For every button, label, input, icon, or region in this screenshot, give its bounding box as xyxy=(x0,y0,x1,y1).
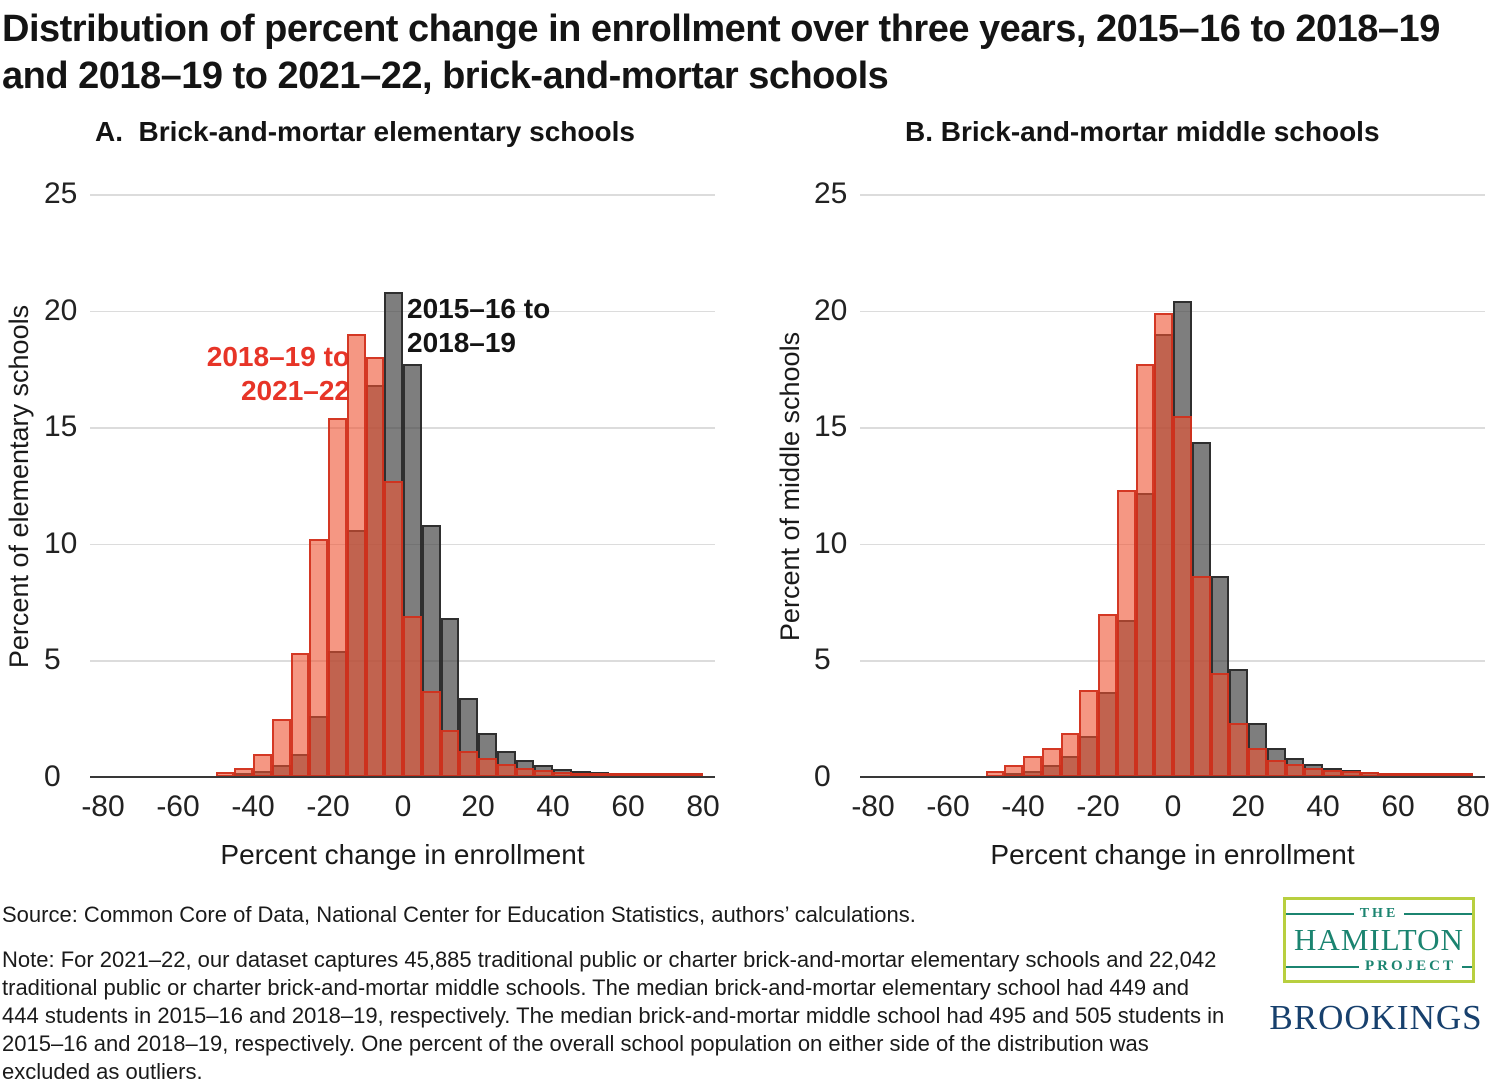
x-tick-label--60: -60 xyxy=(926,790,970,823)
bar-red-bin-20 xyxy=(1248,747,1267,777)
y-tick-label-10: 10 xyxy=(44,526,78,560)
series-layer-red xyxy=(90,194,715,777)
hamilton-logo-bottom-row: PROJECT xyxy=(1286,958,1472,975)
x-tick-label--60: -60 xyxy=(156,790,200,823)
bar-red-bin-0 xyxy=(1173,415,1192,777)
bar-red-bin--25 xyxy=(1079,689,1098,777)
bar-red-bin--35 xyxy=(1041,747,1061,777)
x-axis-line xyxy=(90,775,715,778)
hamilton-logo-name: HAMILTON xyxy=(1294,922,1464,957)
hamilton-logo-top-row: THE xyxy=(1286,906,1473,922)
x-tick-label-0: 0 xyxy=(1164,790,1182,823)
series-label-2015-16-to-2018-19: 2015–16 to 2018–19 xyxy=(407,292,550,360)
x-tick-label-20: 20 xyxy=(1231,790,1265,823)
bar-red-bin-20 xyxy=(478,758,497,777)
hamilton-rule-bottom-left xyxy=(1286,965,1359,968)
bar-red-bin-10 xyxy=(1210,673,1230,777)
bar-red-bin--20 xyxy=(1098,613,1117,777)
bar-red-bin-5 xyxy=(421,690,441,777)
x-tick-label--40: -40 xyxy=(1001,790,1045,823)
bar-red-bin-15 xyxy=(1229,723,1248,777)
x-tick-label--80: -80 xyxy=(851,790,895,823)
hamilton-logo-the: THE xyxy=(1359,906,1399,921)
y-tick-label-15: 15 xyxy=(44,410,78,444)
bar-red-bin--25 xyxy=(309,539,328,777)
bar-red-bin-5 xyxy=(1191,576,1211,777)
series-layer-red xyxy=(860,194,1485,777)
x-tick-label-40: 40 xyxy=(1306,790,1340,823)
y-tick-label-0: 0 xyxy=(814,760,831,793)
bar-red-bin--15 xyxy=(1116,490,1136,777)
bar-red-bin-0 xyxy=(403,616,422,777)
bar-red-bin--40 xyxy=(253,753,272,777)
brookings-logo: BROOKINGS xyxy=(1269,998,1483,1037)
bar-red-bin--35 xyxy=(271,718,291,777)
note-text: Note: For 2021–22, our dataset captures … xyxy=(2,947,1225,1084)
source-text: Source: Common Core of Data, National Ce… xyxy=(2,902,916,927)
bar-red-bin-25 xyxy=(1266,759,1286,777)
panel-b-x-axis-title: Percent change in enrollment xyxy=(990,839,1355,870)
y-tick-label-0: 0 xyxy=(44,760,61,793)
bar-red-bin-15 xyxy=(459,751,478,777)
x-tick-label-0: 0 xyxy=(394,790,412,823)
x-tick-label-60: 60 xyxy=(611,790,645,823)
y-tick-label-20: 20 xyxy=(44,293,78,327)
y-tick-label-15: 15 xyxy=(814,410,848,444)
y-tick-label-5: 5 xyxy=(44,643,61,677)
x-tick-label--40: -40 xyxy=(231,790,275,823)
x-tick-label-60: 60 xyxy=(1381,790,1415,823)
x-tick-label-80: 80 xyxy=(1456,790,1490,823)
hamilton-rule-right xyxy=(1404,913,1473,915)
y-tick-label-10: 10 xyxy=(814,526,848,560)
gridline-y-20 xyxy=(860,310,1485,313)
bar-red-bin-10 xyxy=(440,730,460,777)
hamilton-rule-bottom-right xyxy=(1462,965,1472,968)
hamilton-rule-left xyxy=(1286,913,1354,915)
y-tick-label-25: 25 xyxy=(814,177,848,210)
panel-a-plot-area xyxy=(90,194,715,778)
bar-red-bin--10 xyxy=(1135,364,1155,777)
gridline-y-25 xyxy=(90,194,715,196)
x-tick-label-40: 40 xyxy=(536,790,570,823)
y-tick-label-25: 25 xyxy=(44,177,78,210)
panel-b-title: B. Brick-and-mortar middle schools xyxy=(905,116,1380,147)
series-label-gray-line2: 2018–19 xyxy=(407,327,517,358)
y-tick-label-20: 20 xyxy=(814,293,848,327)
bar-red-bin--5 xyxy=(384,480,403,777)
bar-red-bin--40 xyxy=(1023,756,1042,777)
chart-title: Distribution of percent change in enroll… xyxy=(2,8,1440,97)
y-tick-label-5: 5 xyxy=(814,643,831,677)
bar-red-bin--30 xyxy=(290,653,310,777)
panel-a-y-axis-title: Percent of elementary schools xyxy=(4,304,34,669)
bar-red-bin--10 xyxy=(365,357,385,777)
series-label-gray-line1: 2015–16 to xyxy=(407,293,551,324)
x-tick-label-80: 80 xyxy=(686,790,720,823)
x-tick-label-20: 20 xyxy=(461,790,495,823)
panel-a-x-axis-title: Percent change in enrollment xyxy=(220,839,585,870)
hamilton-project-logo: THE HAMILTON PROJECT xyxy=(1283,897,1475,983)
series-label-red-line2: 2021–22 xyxy=(240,375,350,406)
gridline-y-25 xyxy=(860,194,1485,196)
series-label-2018-19-to-2021-22: 2018–19 to 2021–22 xyxy=(130,340,350,408)
x-tick-label--20: -20 xyxy=(1076,790,1120,823)
bar-red-bin--5 xyxy=(1154,312,1173,777)
x-tick-label--20: -20 xyxy=(306,790,350,823)
panel-a-title: A. Brick-and-mortar elementary schools xyxy=(95,116,635,147)
bar-red-bin--30 xyxy=(1060,732,1080,777)
x-tick-label--80: -80 xyxy=(81,790,125,823)
bar-red-bin--20 xyxy=(328,417,347,777)
panel-b-plot-area xyxy=(860,194,1485,778)
panel-b-y-axis-title: Percent of middle schools xyxy=(775,331,805,642)
hamilton-logo-project: PROJECT xyxy=(1364,958,1456,974)
series-label-red-line1: 2018–19 to xyxy=(206,341,350,372)
bar-red-bin--15 xyxy=(346,333,366,777)
x-axis-line xyxy=(860,775,1485,778)
